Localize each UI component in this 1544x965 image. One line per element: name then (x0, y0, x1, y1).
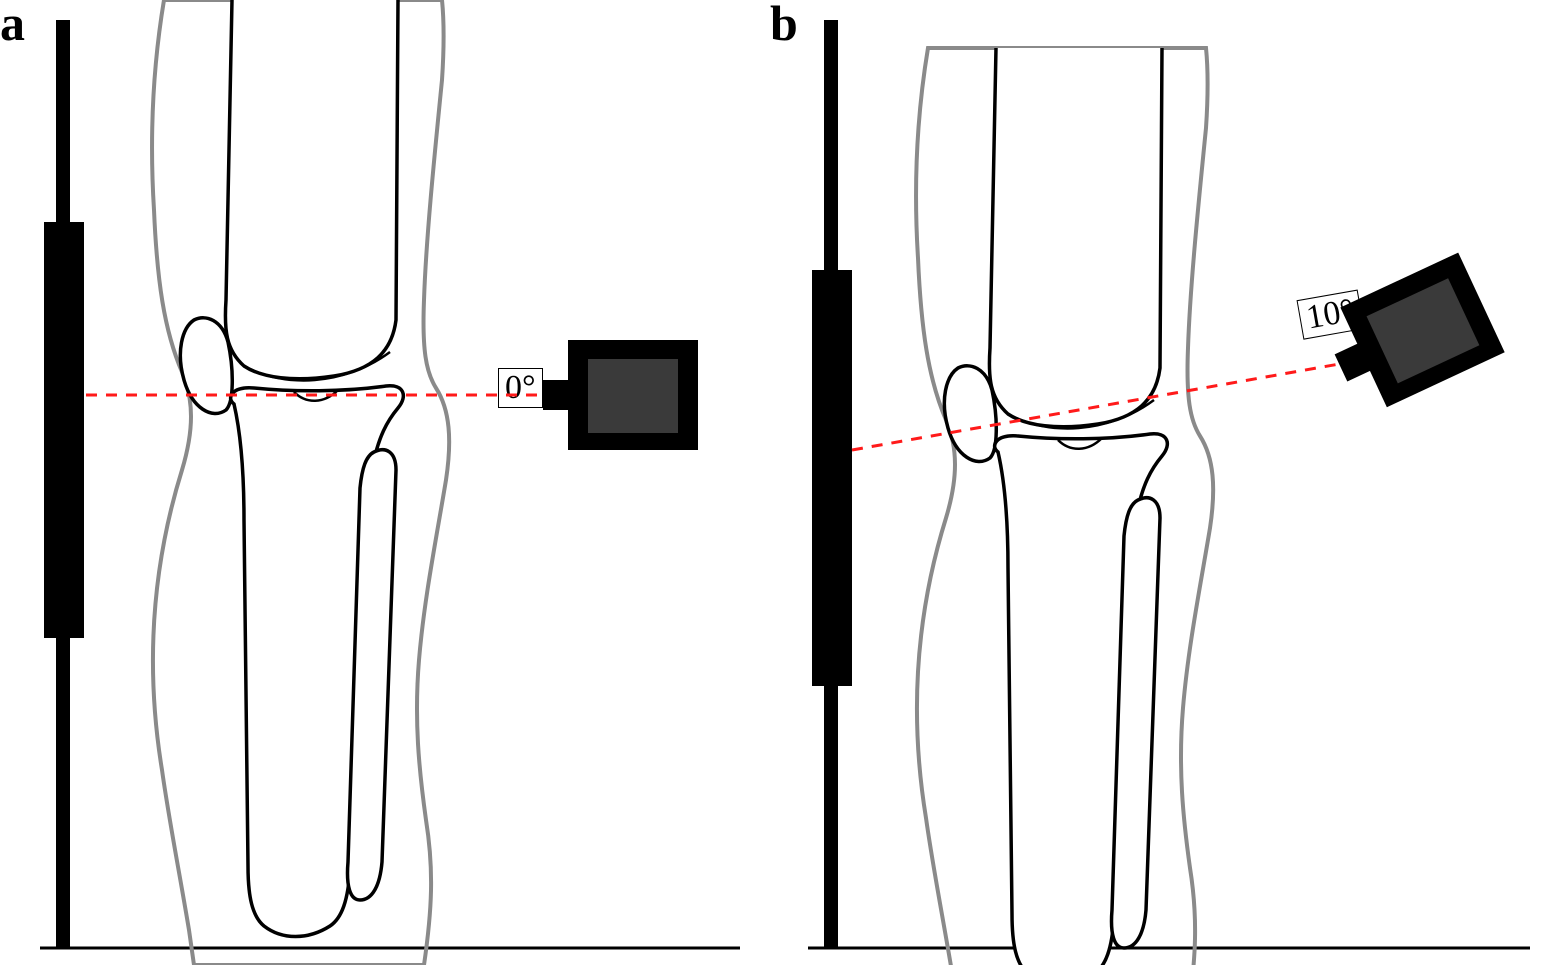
panel-b (808, 20, 1530, 965)
camera-b (1318, 253, 1505, 418)
camera-a (543, 340, 698, 450)
figure-svg (0, 0, 1544, 965)
stand-cassette-a (44, 230, 84, 630)
panel-a (40, 0, 740, 965)
stand-cassette-b (812, 278, 852, 678)
